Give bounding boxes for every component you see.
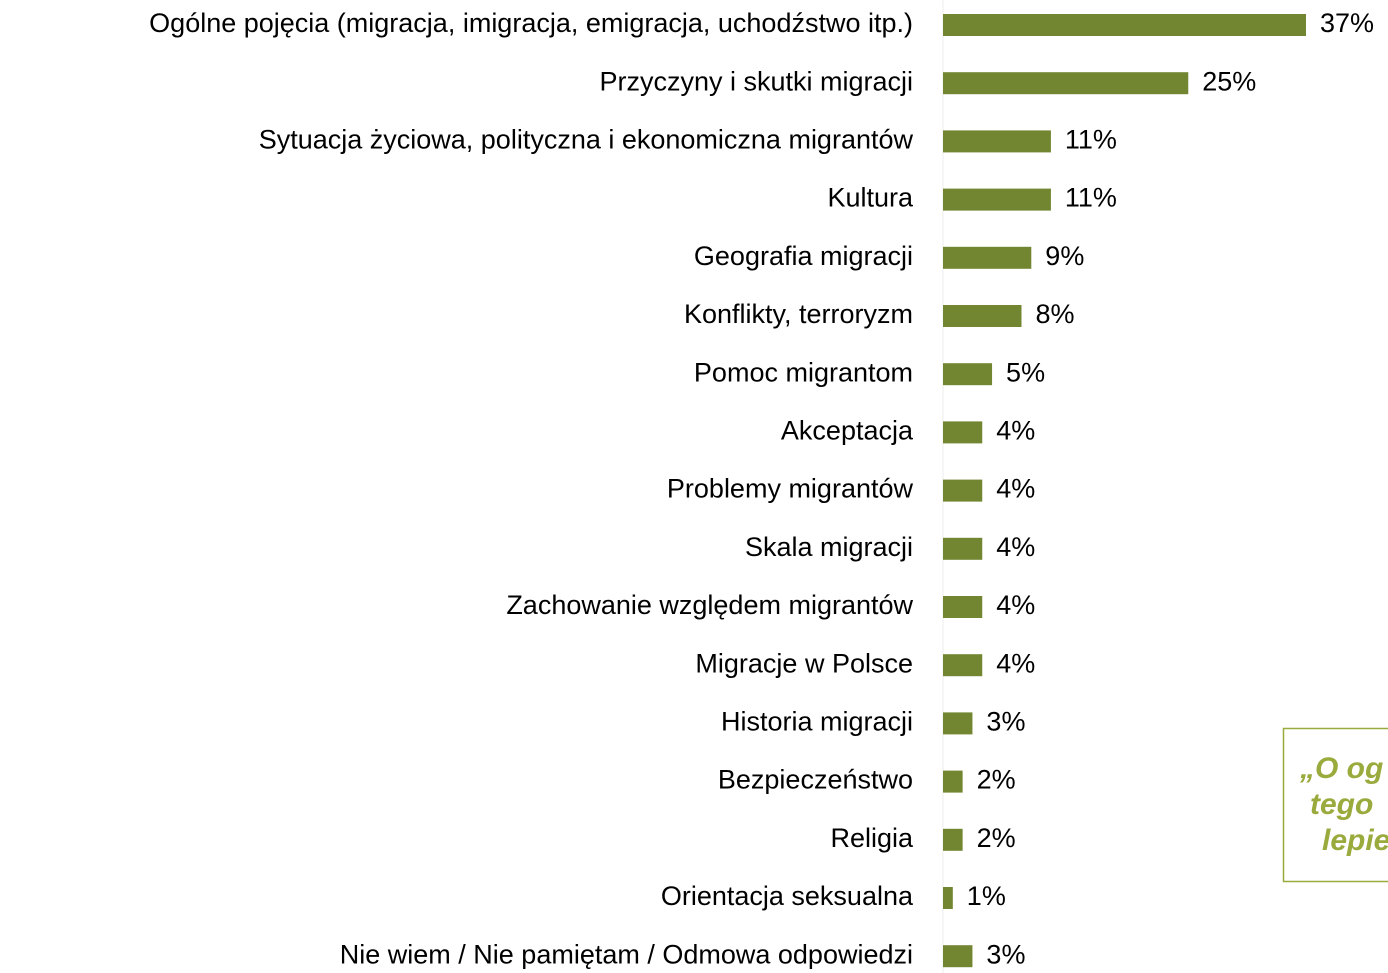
bar bbox=[943, 14, 1306, 36]
value-label: 4% bbox=[996, 416, 1035, 446]
bar bbox=[943, 828, 963, 851]
bar bbox=[943, 596, 983, 618]
category-label: Historia migracji bbox=[721, 707, 913, 737]
bar bbox=[943, 654, 983, 677]
category-label: Sytuacja życiowa, polityczna i ekonomicz… bbox=[259, 125, 914, 155]
value-label: 9% bbox=[1045, 241, 1084, 271]
bar bbox=[943, 421, 983, 444]
category-label: Nie wiem / Nie pamiętam / Odmowa odpowie… bbox=[340, 939, 913, 969]
value-label: 4% bbox=[996, 474, 1035, 504]
value-label: 2% bbox=[977, 823, 1016, 853]
category-label: Konflikty, terroryzm bbox=[684, 299, 913, 329]
value-label: 1% bbox=[967, 881, 1006, 911]
value-label: 11% bbox=[1065, 183, 1117, 213]
value-label: 4% bbox=[996, 590, 1035, 620]
bar bbox=[943, 130, 1051, 153]
bar bbox=[943, 712, 973, 735]
bar bbox=[943, 770, 963, 793]
value-label: 3% bbox=[986, 939, 1025, 969]
category-label: Geografia migracji bbox=[694, 241, 913, 271]
bar bbox=[943, 537, 983, 560]
category-label: Problemy migrantów bbox=[667, 474, 914, 504]
category-label: Orientacja seksualna bbox=[661, 881, 914, 911]
annotation-box bbox=[1282, 727, 1388, 883]
bar bbox=[943, 188, 1051, 211]
bar bbox=[943, 305, 1022, 327]
category-label: Akceptacja bbox=[781, 416, 914, 446]
bar bbox=[943, 887, 953, 909]
annotation-line: lepie bbox=[1322, 824, 1388, 857]
value-label: 37% bbox=[1320, 8, 1374, 38]
category-label: Kultura bbox=[827, 183, 914, 213]
value-label: 8% bbox=[1035, 299, 1074, 329]
value-label: 5% bbox=[1006, 357, 1045, 387]
category-label: Religia bbox=[830, 823, 914, 853]
category-label: Ogólne pojęcia (migracja, imigracja, emi… bbox=[149, 8, 913, 38]
value-label: 11% bbox=[1065, 125, 1117, 155]
value-label: 25% bbox=[1202, 66, 1256, 96]
category-label: Przyczyny i skutki migracji bbox=[599, 66, 913, 96]
annotation-line: tego bbox=[1310, 788, 1373, 821]
category-label: Migracje w Polsce bbox=[695, 648, 913, 678]
category-label: Zachowanie względem migrantów bbox=[506, 590, 913, 620]
category-label: Pomoc migrantom bbox=[694, 357, 913, 387]
bar bbox=[943, 72, 1189, 95]
bar bbox=[943, 246, 1032, 269]
value-label: 3% bbox=[986, 707, 1025, 737]
bar bbox=[943, 479, 983, 502]
value-label: 4% bbox=[996, 532, 1035, 562]
value-label: 4% bbox=[996, 648, 1035, 678]
annotation-line: „O og bbox=[1299, 752, 1383, 785]
category-label: Skala migracji bbox=[745, 532, 913, 562]
annotation: „O og tego lepie bbox=[1299, 752, 1388, 857]
value-label: 2% bbox=[977, 765, 1016, 795]
category-label: Bezpieczeństwo bbox=[718, 765, 913, 795]
bar bbox=[943, 363, 993, 386]
bar bbox=[943, 945, 973, 968]
